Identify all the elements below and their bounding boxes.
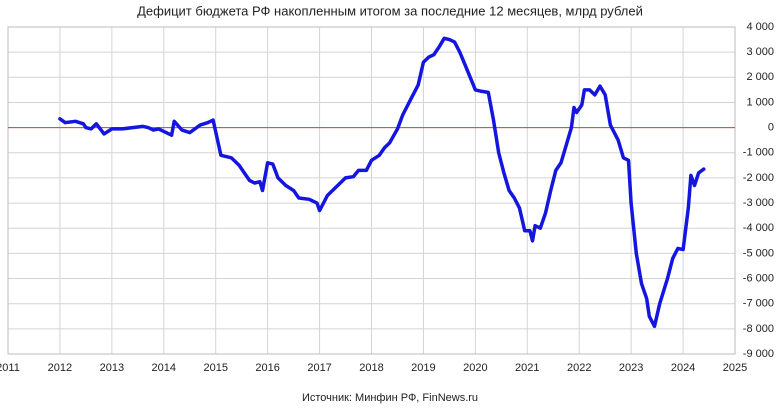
x-tick-label: 2012 [48,362,72,374]
x-tick-label: 2020 [463,362,487,374]
y-tick-label: -4 000 [743,222,774,234]
plot-border [7,26,736,355]
y-tick-label: -6 000 [743,272,774,284]
x-tick-label: 2011 [0,362,20,374]
x-tick-label: 2024 [671,362,695,374]
x-tick-label: 2017 [307,362,331,374]
x-tick-label: 2015 [203,362,227,374]
x-tick-label: 2021 [515,362,539,374]
data-line [58,36,706,329]
y-tick-label: -2 000 [743,172,774,184]
x-tick-label: 2019 [411,362,435,374]
x-tick-label: 2016 [255,362,279,374]
x-tick-label: 2025 [723,362,747,374]
x-tick-label: 2014 [152,362,176,374]
x-tick-label: 2013 [100,362,124,374]
y-tick-label: 4 000 [746,21,774,33]
y-tick-label: -8 000 [743,323,774,335]
y-tick-label: -7 000 [743,298,774,310]
source-note: Источник: Минфин РФ, FinNews.ru [302,392,478,404]
x-tick-label: 2023 [619,362,643,374]
y-tick-label: -5 000 [743,247,774,259]
chart-title: Дефицит бюджета РФ накопленным итогом за… [137,3,643,18]
y-tick-label: 3 000 [746,46,774,58]
y-tick-label: 1 000 [746,96,774,108]
x-tick-label: 2018 [359,362,383,374]
y-tick-label: 2 000 [746,71,774,83]
y-tick-label: 0 [768,122,774,134]
x-tick-label: 2022 [567,362,591,374]
y-tick-label: -9 000 [743,348,774,360]
y-tick-label: -1 000 [743,147,774,159]
y-tick-label: -3 000 [743,197,774,209]
